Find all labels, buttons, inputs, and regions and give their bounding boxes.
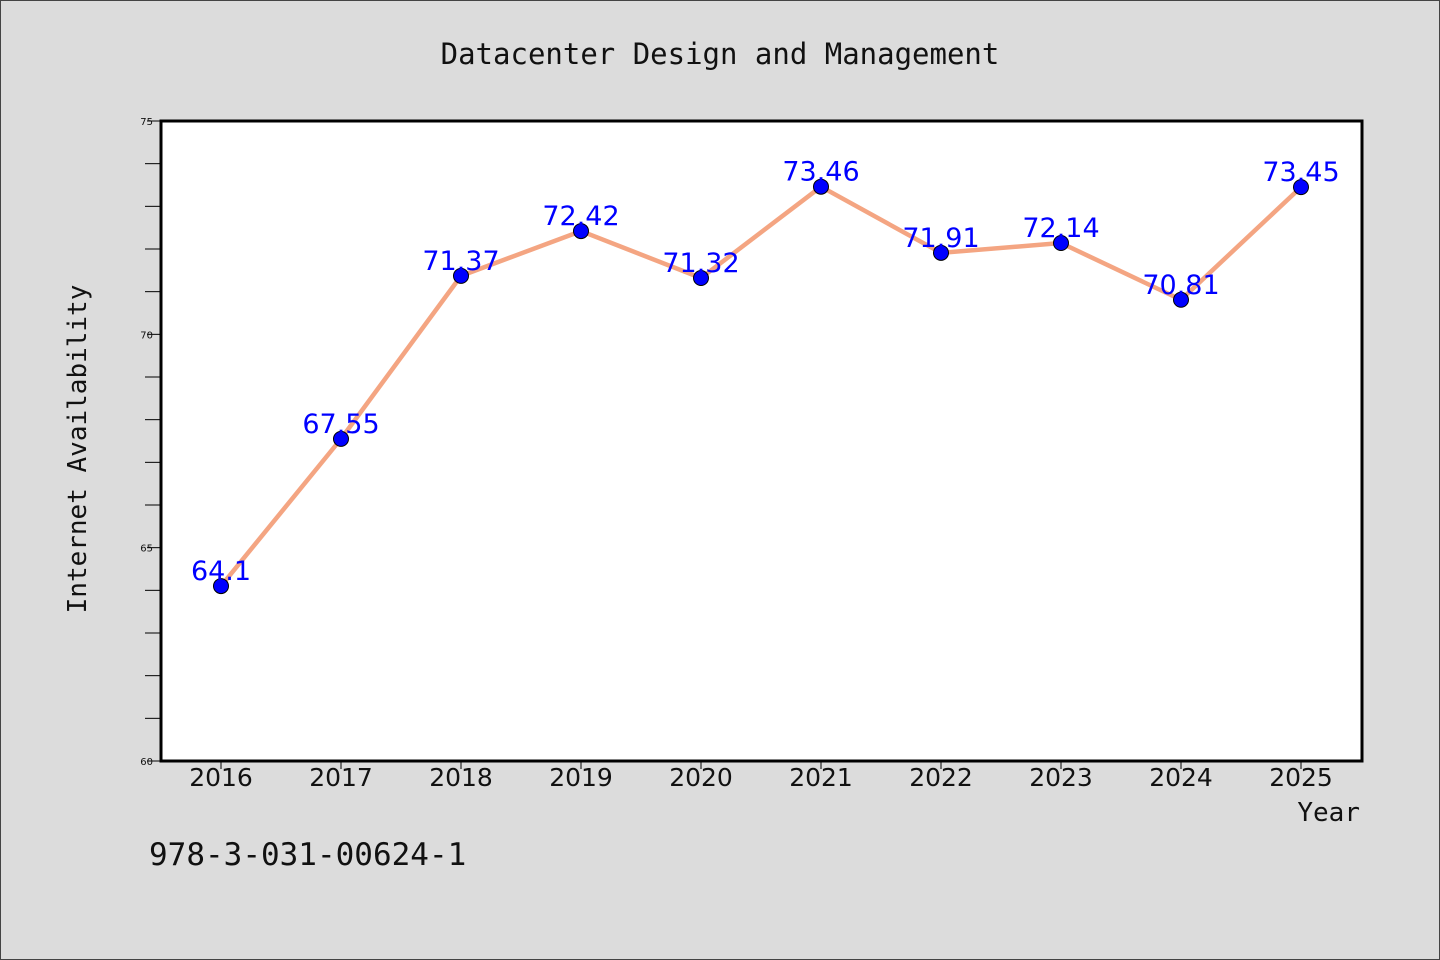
x-axis-label: Year [1297,798,1360,828]
y-axis-label: Internet Availability [63,285,93,614]
data-label: 72.14 [1022,213,1099,244]
x-tick-label: 2020 [669,763,733,792]
data-label: 64.1 [191,556,251,587]
x-tick-label: 2019 [549,763,613,792]
data-point [213,578,229,595]
x-tick-label: 2025 [1269,763,1333,792]
data-point [453,267,469,284]
data-label: 67.55 [302,409,379,440]
y-tick-label: 60 [140,757,153,768]
y-tick-label: 70 [140,330,153,341]
series-layer [213,178,1309,595]
data-labels: 64.1 67.55 71.37 72.42 71.32 73.46 71.91 72.14 7… [191,157,1340,587]
y-tick-label: 65 [140,544,153,555]
data-label: 70.81 [1142,270,1219,301]
data-label: 72.42 [542,201,619,232]
data-point [1293,179,1309,196]
x-axis: 2016 2017 2018 2019 2020 2021 2022 2023 2024 2025 [189,761,1333,792]
x-tick-label: 2016 [189,763,253,792]
y-tick-label: 75 [140,117,153,128]
x-tick-label: 2018 [429,763,493,792]
series-line [219,184,1303,588]
data-point [1173,291,1189,308]
x-tick-label: 2024 [1149,763,1213,792]
data-point [1053,235,1069,252]
x-tick-label: 2022 [909,763,973,792]
x-tick-label: 2021 [789,763,853,792]
data-point [813,178,829,195]
chart-title: Datacenter Design and Management [441,37,1000,71]
data-label: 73.46 [782,157,859,188]
x-tick-label: 2017 [309,763,373,792]
data-point [573,223,589,240]
isbn-footer: 978-3-031-00624-1 [149,837,466,873]
data-label: 73.45 [1262,157,1339,188]
data-label: 71.37 [422,246,499,277]
data-point [933,244,949,261]
plot-area [159,119,1364,763]
data-label: 71.91 [902,223,979,254]
data-point [693,270,709,287]
x-tick-label: 2023 [1029,763,1093,792]
data-label: 71.32 [662,248,739,279]
data-point [333,430,349,447]
y-axis: 60 65 70 75 [140,117,161,768]
